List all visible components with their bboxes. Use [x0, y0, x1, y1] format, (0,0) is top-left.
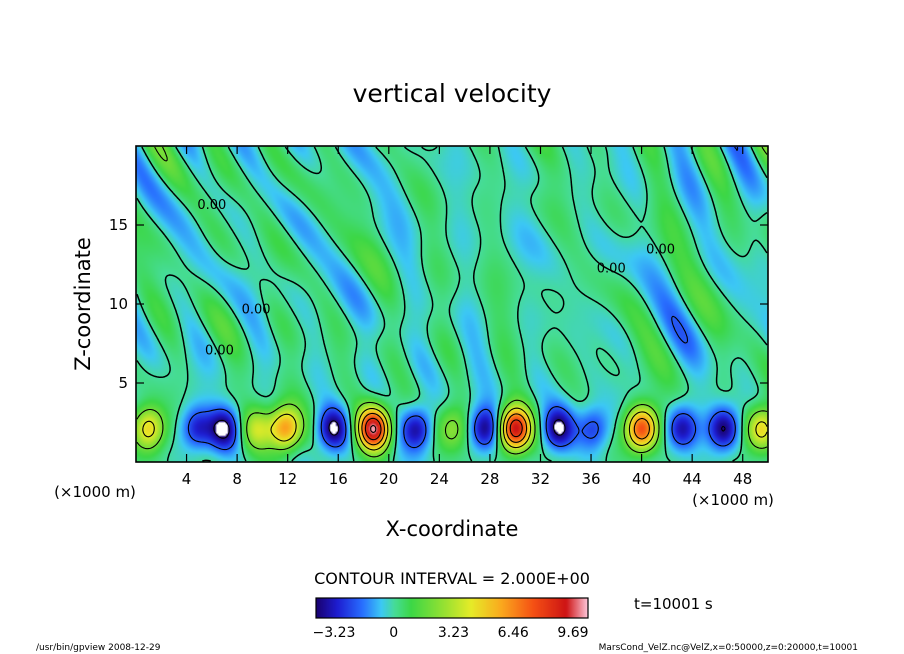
- contour-level-4: [142, 407, 768, 451]
- y-axis-ticks: 5 10 15: [109, 216, 768, 392]
- contour-label: 0.00: [646, 242, 675, 257]
- x-tick-label: 36: [581, 470, 600, 488]
- colorbar-tick-label: −3.23: [312, 625, 355, 641]
- colorbar-tick-label: 9.69: [557, 625, 588, 641]
- y-tick-label: 10: [109, 295, 128, 313]
- contour-label: 0.00: [597, 261, 626, 276]
- contour-lines: [136, 146, 768, 462]
- contour-level-8: [364, 417, 523, 441]
- chart-title: vertical velocity: [353, 79, 552, 108]
- y-axis-label: Z-coordinate: [71, 237, 95, 371]
- contour-level-10: [370, 424, 377, 434]
- x-tick-label: 40: [632, 470, 651, 488]
- x-axis-ticks: 4 8 12 16 20 24 28 32 36 40 44 48: [182, 146, 752, 488]
- time-label: t=10001 s: [634, 595, 713, 613]
- velocity-field: [136, 146, 768, 462]
- footer-right: MarsCond_VelZ.nc@VelZ,x=0:50000,z=0:2000…: [599, 643, 858, 653]
- x-unit-right: (×1000 m): [692, 491, 774, 509]
- x-tick-label: 24: [430, 470, 449, 488]
- footer-left: /usr/bin/gpview 2008-12-29: [36, 643, 161, 653]
- colorbar-tick-label: 6.46: [498, 625, 529, 641]
- x-tick-label: 48: [733, 470, 752, 488]
- plot-area: 0.00 0.00 0.00 0.00 0.00: [135, 145, 769, 463]
- colorbar-gradient: [316, 598, 588, 618]
- colorbar-frame: [315, 597, 589, 619]
- contour-level-m2: [187, 146, 739, 451]
- x-tick-label: 20: [379, 470, 398, 488]
- x-unit-left: (×1000 m): [54, 483, 136, 501]
- contour-labels: 0.00 0.00 0.00 0.00 0.00: [197, 198, 675, 358]
- colorbar: −3.23 0 3.23 6.46 9.69: [312, 597, 589, 641]
- y-tick-label: 15: [109, 216, 128, 234]
- x-tick-label: 28: [480, 470, 499, 488]
- x-tick-label: 32: [531, 470, 550, 488]
- contour-level-0: [136, 146, 768, 462]
- colorbar-tick-label: 0: [389, 625, 398, 641]
- x-tick-label: 4: [182, 470, 192, 488]
- x-tick-label: 44: [683, 470, 702, 488]
- colorbar-ticks: −3.23 0 3.23 6.46 9.69: [312, 625, 588, 641]
- contour-label: 0.00: [205, 344, 234, 359]
- x-tick-label: 8: [232, 470, 242, 488]
- contour-level-6: [361, 412, 650, 446]
- contour-level-m4: [213, 419, 726, 439]
- x-tick-label: 16: [329, 470, 348, 488]
- y-tick-label: 5: [118, 374, 128, 392]
- contour-interval-text: CONTOUR INTERVAL = 2.000E+00: [314, 569, 590, 588]
- contour-label: 0.00: [242, 302, 271, 317]
- contour-level-2: [136, 146, 768, 458]
- x-tick-label: 12: [278, 470, 297, 488]
- x-axis-label: X-coordinate: [386, 517, 519, 541]
- colorbar-tick-label: 3.23: [438, 625, 469, 641]
- contour-label: 0.00: [197, 198, 226, 213]
